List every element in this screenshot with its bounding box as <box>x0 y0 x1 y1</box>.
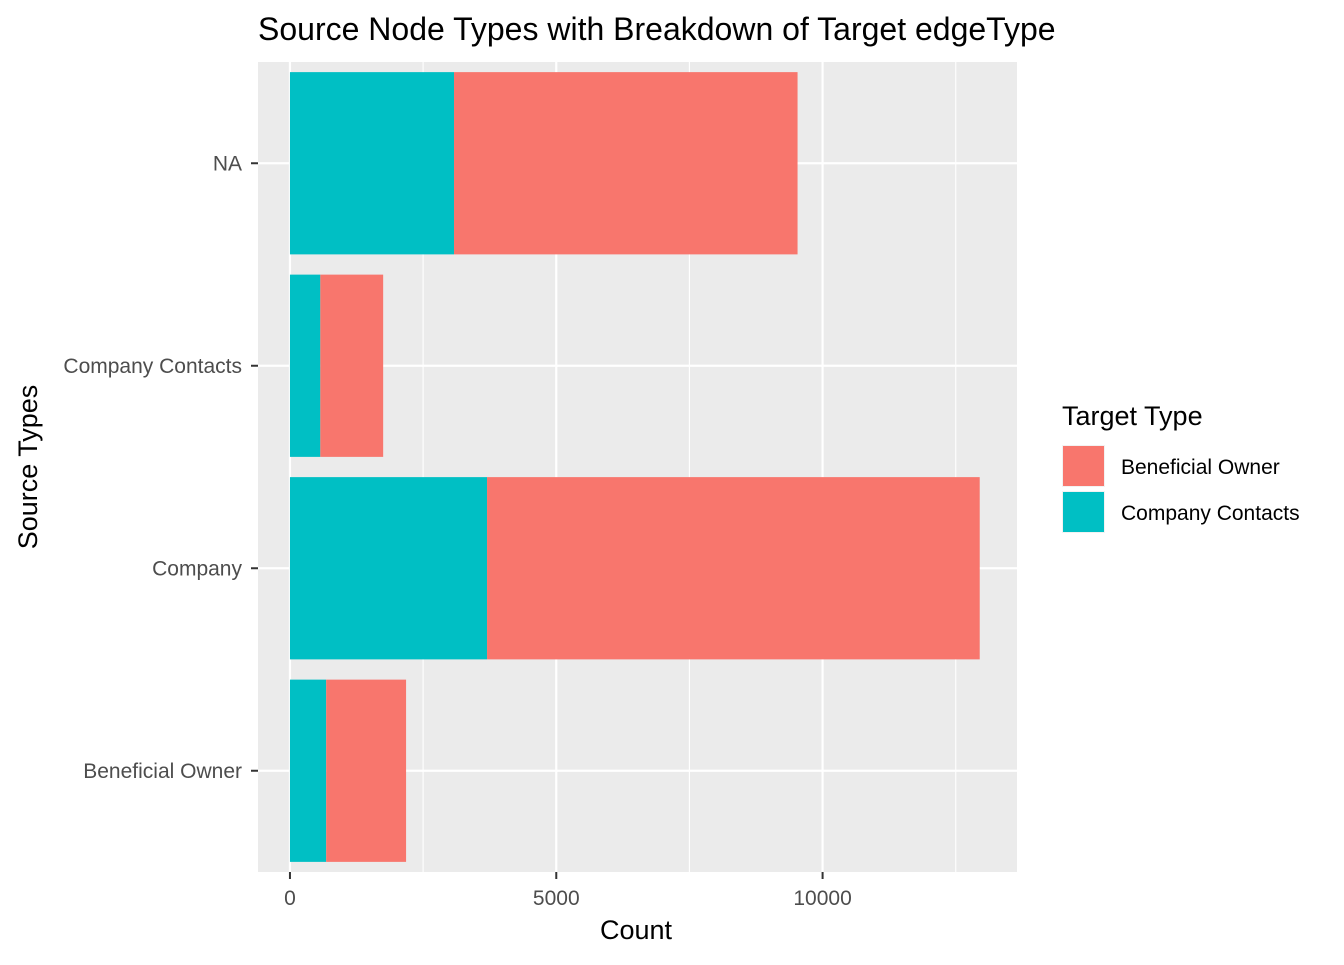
y-tick-label: Beneficial Owner <box>83 760 242 783</box>
legend-label: Beneficial Owner <box>1121 456 1280 479</box>
bar-segment <box>289 72 455 255</box>
bars <box>289 72 980 862</box>
chart-title: Source Node Types with Breakdown of Targ… <box>258 11 1056 47</box>
axes: 0 5000 10000 Beneficial Owner Company Company… <box>63 152 851 910</box>
x-tick-label: 10000 <box>793 887 851 910</box>
y-tick-label: Company <box>152 557 242 580</box>
y-tick-label: Company Contacts <box>63 355 242 378</box>
y-tick-label: NA <box>213 152 242 175</box>
legend-swatch <box>1063 492 1104 532</box>
legend: Target Type Beneficial Owner Company Cont… <box>1062 401 1300 533</box>
x-tick-label: 0 <box>284 887 296 910</box>
legend-entries: Beneficial Owner Company Contacts <box>1062 445 1300 533</box>
legend-label: Company Contacts <box>1121 502 1300 525</box>
legend-swatch <box>1063 446 1104 486</box>
bar-segment <box>289 679 327 862</box>
x-axis-title: Count <box>600 915 673 945</box>
bar-segment <box>326 679 407 862</box>
legend-title: Target Type <box>1062 401 1203 431</box>
bar-segment <box>289 274 321 457</box>
bar-segment <box>454 72 798 255</box>
bar-segment <box>320 274 384 457</box>
x-tick-label: 5000 <box>533 887 580 910</box>
bar-segment <box>289 477 488 660</box>
y-axis-title: Source Types <box>13 385 43 550</box>
bar-segment <box>487 477 980 660</box>
